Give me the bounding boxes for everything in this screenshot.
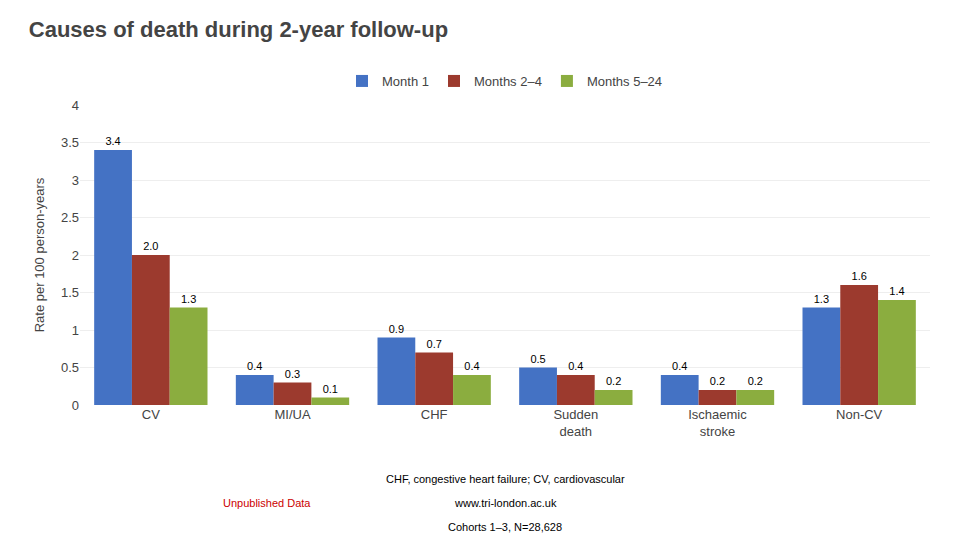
svg-text:Non-CV: Non-CV: [836, 407, 883, 422]
svg-text:Rate per 100 person-years: Rate per 100 person-years: [32, 177, 47, 332]
svg-text:1: 1: [72, 323, 79, 338]
svg-text:CV: CV: [142, 407, 160, 422]
svg-text:Ischaemicstroke: Ischaemicstroke: [688, 407, 747, 439]
svg-text:0.5: 0.5: [61, 360, 79, 375]
svg-text:Causes of death during 2-year: Causes of death during 2-year follow-up: [29, 17, 448, 42]
svg-text:Months 5–24: Months 5–24: [587, 74, 662, 89]
svg-text:0.5: 0.5: [530, 353, 545, 365]
svg-text:0.4: 0.4: [247, 360, 262, 372]
svg-text:0.2: 0.2: [748, 375, 763, 387]
svg-text:2: 2: [72, 248, 79, 263]
svg-text:0.1: 0.1: [323, 383, 338, 395]
svg-text:Suddendeath: Suddendeath: [553, 407, 598, 439]
svg-text:Unpublished Data: Unpublished Data: [223, 497, 311, 509]
svg-text:4: 4: [72, 98, 79, 113]
svg-text:0.9: 0.9: [389, 323, 404, 335]
svg-text:0.2: 0.2: [710, 375, 725, 387]
svg-text:0.4: 0.4: [464, 360, 479, 372]
svg-text:Month 1: Month 1: [382, 74, 429, 89]
svg-text:1.3: 1.3: [814, 293, 829, 305]
svg-text:1.4: 1.4: [889, 285, 904, 297]
svg-text:3.5: 3.5: [61, 135, 79, 150]
svg-text:1.5: 1.5: [61, 285, 79, 300]
svg-text:CHF: CHF: [421, 407, 448, 422]
svg-text:www.tri-london.ac.uk: www.tri-london.ac.uk: [454, 497, 557, 509]
svg-text:0.4: 0.4: [672, 360, 687, 372]
svg-text:Months 2–4: Months 2–4: [474, 74, 542, 89]
svg-text:2.0: 2.0: [143, 240, 158, 252]
svg-text:3: 3: [72, 173, 79, 188]
svg-text:0.2: 0.2: [606, 375, 621, 387]
svg-text:MI/UA: MI/UA: [274, 407, 310, 422]
svg-text:2.5: 2.5: [61, 210, 79, 225]
svg-text:0.7: 0.7: [427, 338, 442, 350]
svg-text:1.3: 1.3: [181, 293, 196, 305]
svg-text:Cohorts 1–3, N=28,628: Cohorts 1–3, N=28,628: [448, 521, 562, 533]
svg-text:CHF, congestive heart failure;: CHF, congestive heart failure; CV, cardi…: [386, 473, 625, 485]
svg-text:1.6: 1.6: [852, 270, 867, 282]
svg-text:3.4: 3.4: [105, 135, 120, 147]
svg-text:0.3: 0.3: [285, 368, 300, 380]
svg-text:0.4: 0.4: [568, 360, 583, 372]
svg-text:0: 0: [72, 398, 79, 413]
